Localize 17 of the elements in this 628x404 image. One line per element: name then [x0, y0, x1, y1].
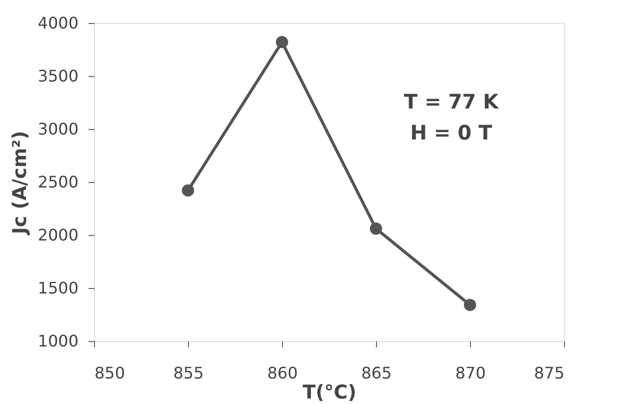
x-tick-label: 860	[267, 364, 298, 382]
y-axis-title: Jc (A/cm²)	[8, 130, 31, 236]
y-tick-label: 3000	[38, 120, 78, 138]
x-tick-label: 875	[534, 364, 564, 382]
y-tick-label: 1000	[38, 332, 78, 350]
x-tick-label: 855	[173, 364, 204, 382]
x-axis-title: T(°C)	[302, 382, 356, 404]
x-tick-label: 850	[94, 364, 126, 382]
annotation: H = 0 T	[410, 120, 493, 144]
x-tick-label: 870	[455, 364, 486, 382]
x-tick-label: 865	[361, 364, 392, 382]
y-tick-label: 2500	[38, 172, 78, 192]
y-tick-label: 1500	[38, 278, 78, 298]
y-tick-label: 2000	[38, 226, 78, 244]
annotation: T = 77 K	[404, 90, 500, 114]
y-tick-label: 4000	[38, 14, 78, 32]
y-tick-label: 3500	[38, 66, 78, 86]
